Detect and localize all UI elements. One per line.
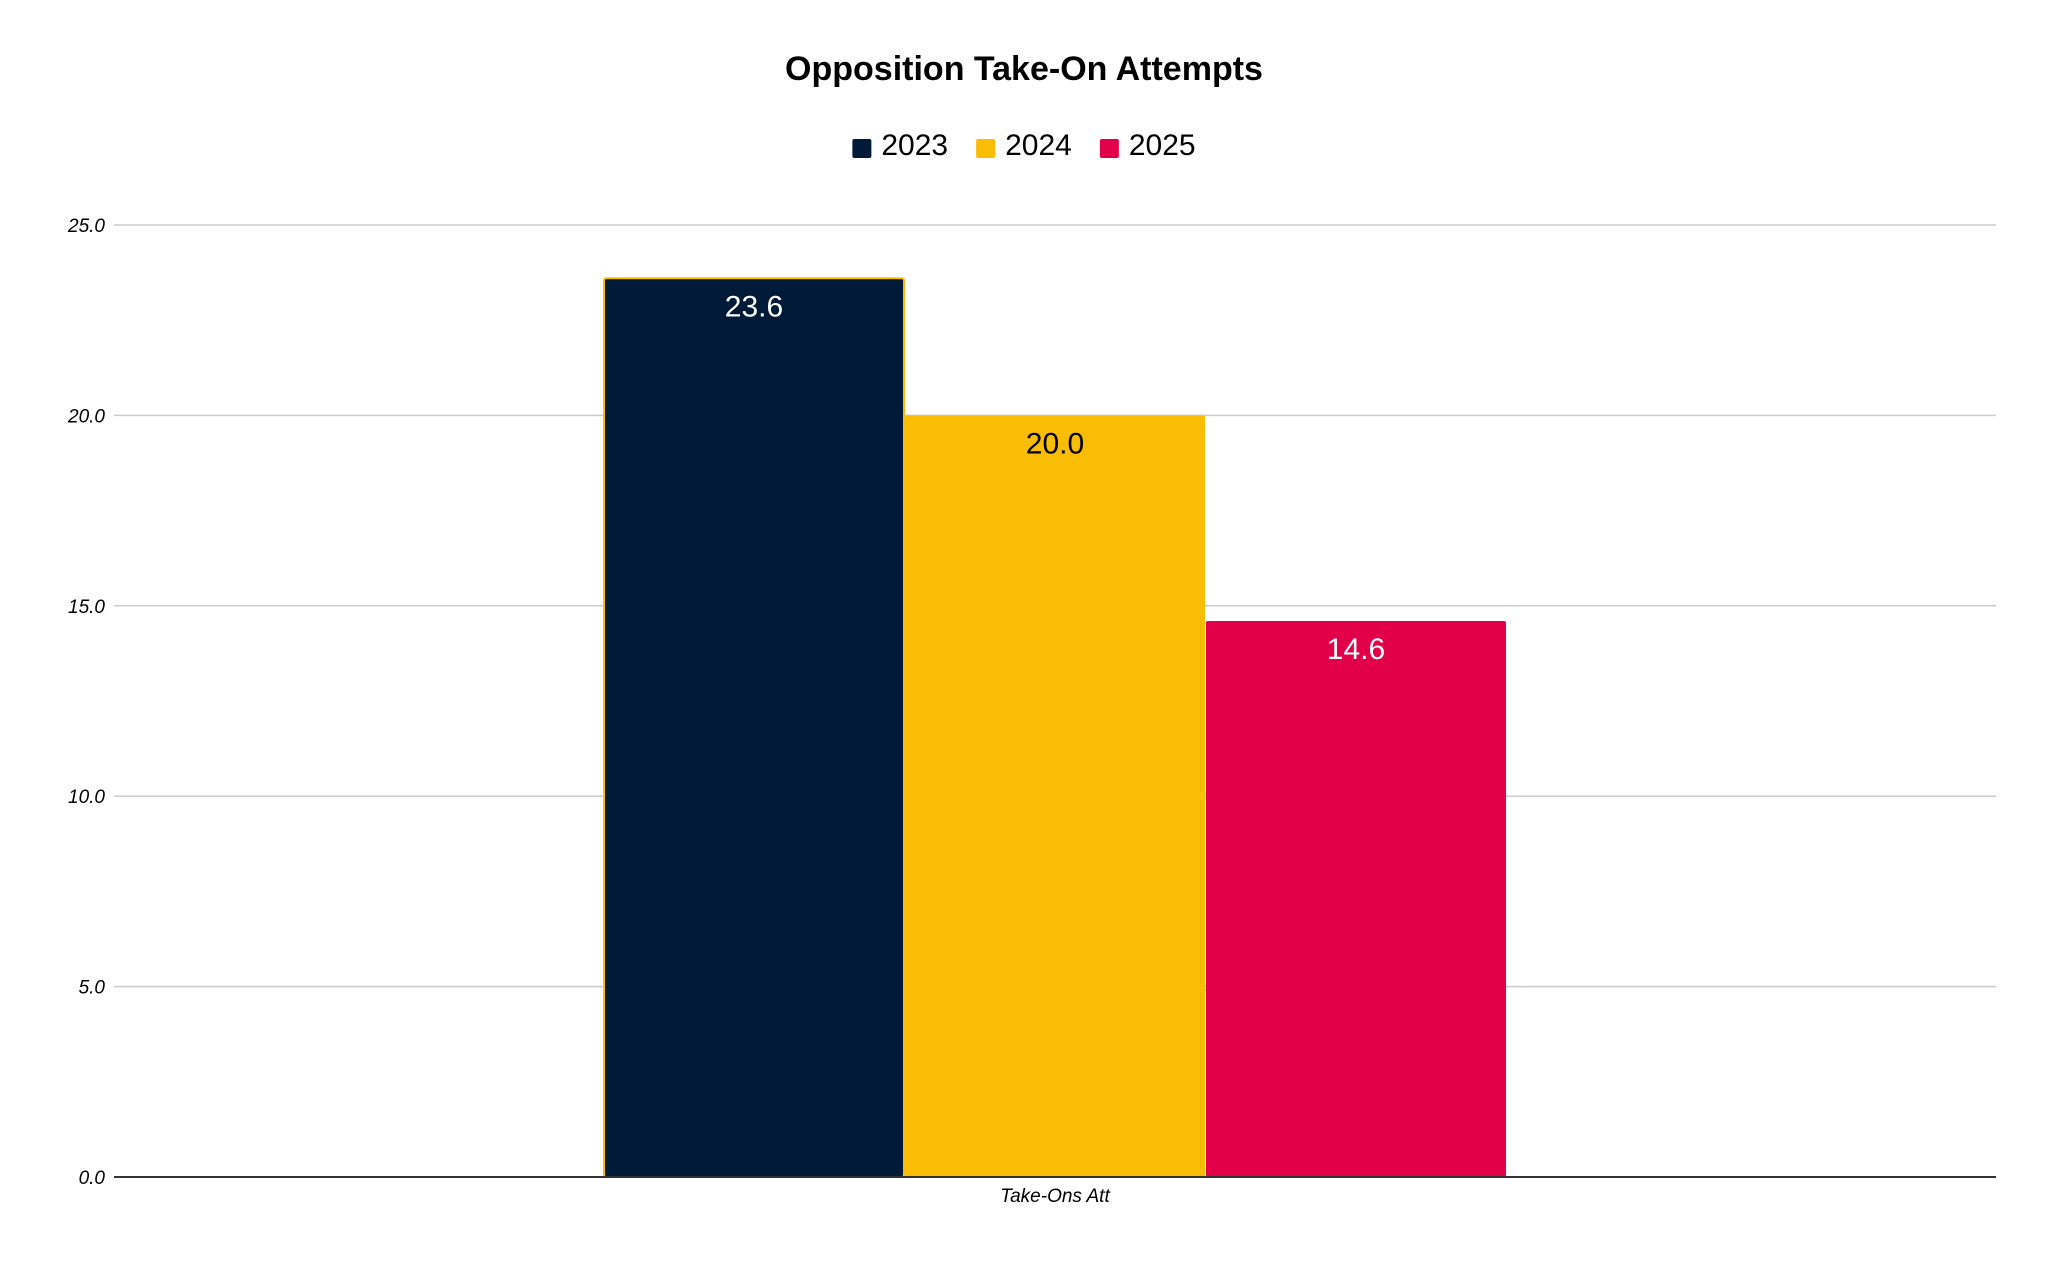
y-tick-label: 15.0	[68, 597, 105, 618]
legend-label: 2025	[1129, 129, 1196, 162]
legend-item-2024: 2024	[976, 129, 1072, 162]
x-axis: Take-Ons Att	[1000, 1186, 1110, 1207]
legend-label: 2024	[1005, 129, 1072, 162]
x-tick-label: Take-Ons Att	[1000, 1186, 1110, 1207]
y-axis: 0.0 5.0 10.0 15.0 20.0 25.0	[67, 216, 105, 1189]
data-label-2024: 20.0	[1026, 427, 1084, 460]
chart-title: Opposition Take-On Attempts	[785, 50, 1263, 88]
legend-label: 2023	[881, 129, 948, 162]
y-tick-label: 20.0	[67, 406, 105, 427]
y-tick-label: 10.0	[68, 787, 105, 808]
data-label-2023: 23.6	[725, 290, 783, 323]
legend-swatch	[976, 139, 996, 158]
bar-2024	[905, 415, 1205, 1177]
bars	[603, 277, 1506, 1178]
data-labels: 23.6 20.0 14.6	[725, 290, 1385, 666]
data-label-2025: 14.6	[1327, 633, 1385, 666]
legend-swatch	[1099, 139, 1119, 158]
legend: 2023 2024 2025	[852, 129, 1196, 162]
legend-item-2023: 2023	[852, 129, 948, 162]
bar-2025	[1206, 621, 1506, 1177]
y-tick-label: 0.0	[79, 1168, 106, 1189]
legend-item-2025: 2025	[1099, 129, 1196, 162]
y-tick-label: 25.0	[67, 216, 105, 237]
bar-2023	[603, 277, 905, 1178]
y-tick-label: 5.0	[79, 978, 106, 999]
legend-swatch	[852, 139, 872, 158]
